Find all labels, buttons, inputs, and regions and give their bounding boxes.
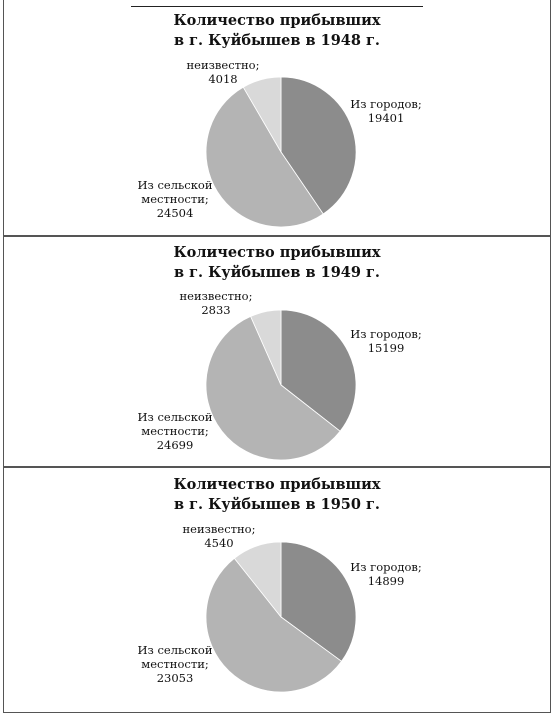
pie-slice-unknown bbox=[242, 76, 282, 154]
label-rural-value: 24699 bbox=[156, 438, 194, 452]
label-cities: Из городов; 15199 bbox=[347, 327, 425, 355]
label-rural: Из сельской местности; 23053 bbox=[132, 643, 218, 685]
label-rural-name1: Из сельской bbox=[137, 410, 213, 424]
pie-slice-cities bbox=[280, 76, 357, 215]
label-unknown: неизвестно; 4018 bbox=[182, 58, 264, 86]
label-unknown-name: неизвестно; bbox=[179, 289, 253, 303]
label-rural: Из сельской местности; 24504 bbox=[132, 178, 218, 220]
label-rural-value: 24504 bbox=[156, 206, 194, 220]
chart-panel-1949: Количество прибывших в г. Куйбышев в 194… bbox=[3, 236, 551, 467]
label-cities: Из городов; 19401 bbox=[347, 97, 425, 125]
pie-slice-rural bbox=[205, 315, 341, 461]
label-rural-name2: местности; bbox=[141, 657, 209, 671]
label-cities-value: 19401 bbox=[367, 111, 405, 125]
chart-title-line1: Количество прибывших bbox=[173, 12, 381, 29]
label-cities-value: 15199 bbox=[367, 341, 405, 355]
chart-title-line2: в г. Куйбышев в 1949 г. bbox=[174, 264, 380, 281]
label-cities-name: Из городов; bbox=[350, 97, 422, 111]
label-cities-value: 14899 bbox=[367, 574, 405, 588]
label-unknown-name: неизвестно; bbox=[186, 58, 260, 72]
label-rural-value: 23053 bbox=[156, 671, 194, 685]
chart-title-line2: в г. Куйбышев в 1950 г. bbox=[174, 496, 380, 513]
label-cities-name: Из городов; bbox=[350, 327, 422, 341]
pie-slice-unknown bbox=[250, 309, 282, 386]
chart-title-line2: в г. Куйбышев в 1948 г. bbox=[174, 32, 380, 49]
label-unknown-name: неизвестно; bbox=[182, 522, 256, 536]
chart-panel-1948: Количество прибывших в г. Куйбышев в 194… bbox=[3, 0, 551, 236]
chart-panel-1950: Количество прибывших в г. Куйбышев в 195… bbox=[3, 467, 551, 713]
pie-chart bbox=[205, 541, 357, 693]
label-rural: Из сельской местности; 24699 bbox=[132, 410, 218, 452]
pie-slice-unknown bbox=[233, 541, 282, 619]
label-rural-name1: Из сельской bbox=[137, 643, 213, 657]
pie-slice-rural bbox=[205, 557, 343, 693]
chart-title-line1: Количество прибывших bbox=[173, 244, 381, 261]
label-unknown: неизвестно; 2833 bbox=[175, 289, 257, 317]
label-cities: Из городов; 14899 bbox=[347, 560, 425, 588]
label-unknown: неизвестно; 4540 bbox=[178, 522, 260, 550]
label-unknown-value: 2833 bbox=[201, 303, 231, 317]
pie-slice-cities bbox=[280, 309, 357, 432]
label-unknown-value: 4018 bbox=[208, 72, 238, 86]
pie-chart bbox=[205, 309, 357, 461]
pie-slice-cities bbox=[280, 541, 357, 662]
pie-slice-rural bbox=[205, 86, 324, 228]
label-unknown-value: 4540 bbox=[204, 536, 234, 550]
label-rural-name2: местности; bbox=[141, 192, 209, 206]
label-rural-name2: местности; bbox=[141, 424, 209, 438]
label-rural-name1: Из сельской bbox=[137, 178, 213, 192]
chart-title-line1: Количество прибывших bbox=[173, 476, 381, 493]
top-rule bbox=[131, 6, 423, 7]
pie-chart bbox=[205, 76, 357, 228]
label-cities-name: Из городов; bbox=[350, 560, 422, 574]
